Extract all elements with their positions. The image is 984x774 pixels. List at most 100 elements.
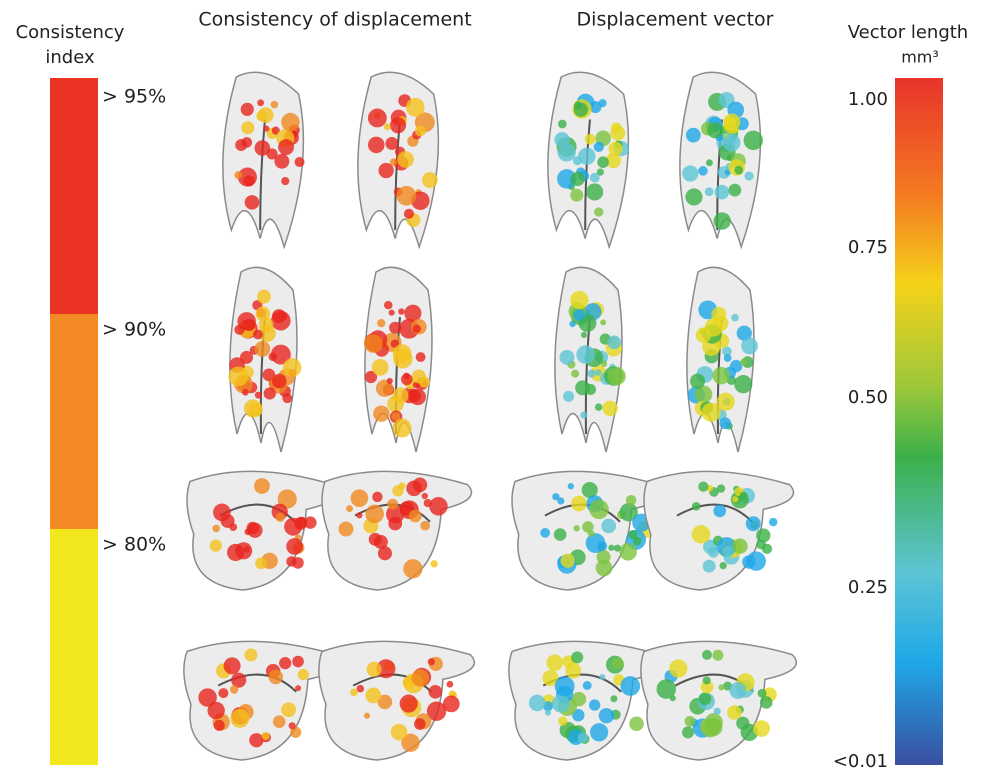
surface-spot [365,505,384,524]
surface-spot [268,353,277,362]
surface-spot [403,559,422,578]
surface-spot [286,538,303,555]
surface-spot [565,663,581,679]
surface-spot [357,685,365,693]
surface-spot [372,359,389,376]
surface-spot [753,720,770,737]
surface-spot [723,546,734,557]
surface-spot [241,137,252,148]
surface-spot [406,480,422,496]
surface-spot [571,370,579,378]
surface-spot [298,669,309,680]
surface-spot [401,374,413,386]
surface-spot [295,685,301,691]
surface-spot [578,148,595,165]
surface-spot [729,682,746,699]
surface-spot [385,137,398,150]
surface-spot [607,335,621,349]
surface-spot [633,537,642,546]
surface-spot [258,107,274,123]
surface-spot [422,493,428,499]
surface-spot [400,695,418,713]
surface-spot [576,345,595,364]
surface-spot [387,499,398,510]
surface-spot [221,514,235,528]
surface-spot [296,517,307,528]
surface-spot [685,188,702,205]
surface-spot [379,163,394,178]
surface-spot [244,399,262,417]
surface-spot [744,171,753,180]
surface-spot [271,101,279,109]
surface-spot [590,173,600,183]
surface-spot [262,732,270,740]
surface-spot [268,670,283,685]
surface-spot [719,417,731,429]
surface-spot [690,374,705,389]
surface-spot [741,338,758,355]
surface-spot [416,352,426,362]
surface-spot [600,319,606,325]
surface-spot [570,291,588,309]
surface-spot [367,662,382,677]
surface-spot [218,688,228,698]
surface-spot [611,122,622,133]
surface-spot [608,142,622,156]
surface-spot [230,685,238,693]
surface-spot [696,327,712,343]
surface-spot [292,656,304,668]
surface-spot [723,114,740,131]
surface-spot [555,676,575,696]
surface-spot [692,502,701,511]
surface-spot [580,412,587,419]
surface-spot [574,103,588,117]
legend-title: Vector length [848,22,968,43]
surface-spot [552,695,570,713]
surface-spot [384,123,391,130]
surface-spot [707,122,723,138]
surface-spot [281,113,299,131]
surface-spot [570,189,583,202]
surface-spot [706,159,713,166]
surface-spot [398,308,404,314]
surface-spot [281,702,296,717]
surface-spot [595,403,602,410]
surface-spot [224,657,241,674]
surface-spot [214,720,225,731]
surface-spot [744,131,763,150]
surface-spot [559,350,574,365]
surface-spot [686,128,701,143]
surface-spot [356,512,362,518]
surface-spot [241,121,254,134]
surface-spot [705,187,714,196]
surface-spot [234,325,244,335]
legend-title: Consistency [16,22,125,43]
colorbar-label: 0.50 [848,387,888,408]
surface-spot [608,367,626,385]
surface-spot [620,676,640,696]
surface-spot [573,525,580,532]
surface-spot [389,322,401,334]
surface-spot [558,120,567,129]
surface-spot [428,658,435,665]
surface-spot [368,137,385,154]
colorbar-label: 0.75 [848,237,888,258]
surface-spot [756,540,766,550]
surface-spot [669,659,687,677]
legend-label: > 95% [102,86,166,108]
surface-spot [590,723,608,741]
surface-spot [558,143,576,161]
surface-spot [392,412,401,421]
colorbar-label: 1.00 [848,89,888,110]
surface-spot [594,207,603,216]
surface-spot [594,142,604,152]
surface-spot [229,367,249,387]
surface-spot [391,724,407,740]
column-title: Displacement vector [577,9,774,31]
surface-spot [734,166,743,175]
figure: Consistency index > 95% > 90% > 80% Cons… [0,0,984,774]
surface-spot [364,713,370,719]
surface-spot [619,543,637,561]
surface-spot [583,681,592,690]
legend-title: mm³ [901,48,939,67]
